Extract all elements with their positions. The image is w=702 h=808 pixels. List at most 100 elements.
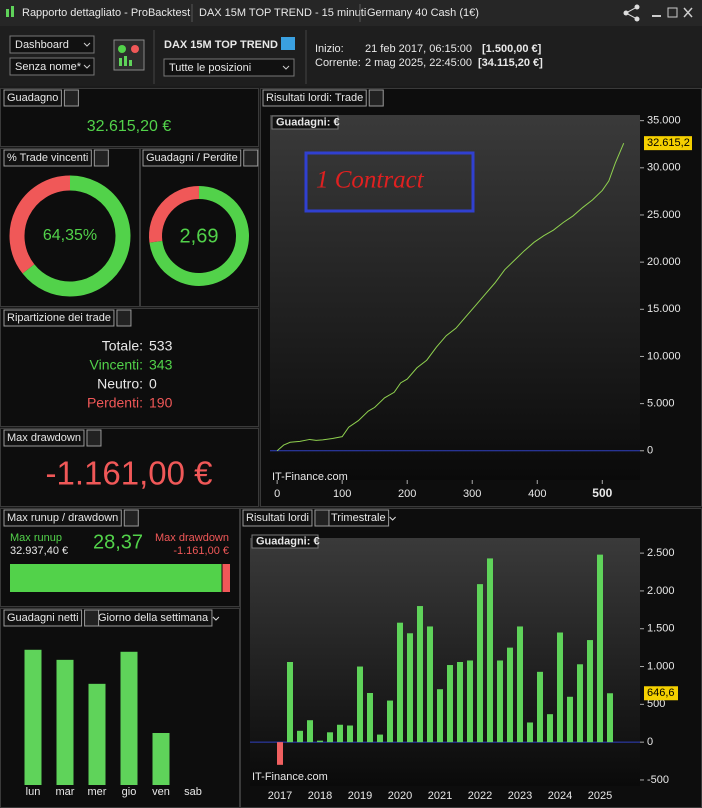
wrench-icon xyxy=(123,509,139,527)
panel-select[interactable]: Giorno della settimana xyxy=(98,612,209,624)
bar xyxy=(567,696,573,743)
chart-label: Guadagni: € xyxy=(256,535,320,547)
edit-icon[interactable] xyxy=(281,37,295,50)
row-label: Perdenti: xyxy=(87,395,143,411)
y-tick-label: 1.500 xyxy=(647,623,675,635)
x-tick-label: 0 xyxy=(274,488,280,500)
header-box xyxy=(3,89,62,107)
bar xyxy=(377,734,383,743)
y-tick-label: 2.000 xyxy=(647,585,675,597)
y-tick-label: 25.000 xyxy=(647,209,681,221)
x-tick-label: sab xyxy=(184,786,202,798)
y-tick-label: 15.000 xyxy=(647,303,681,315)
select[interactable]: Dashboard xyxy=(9,35,95,54)
y-tick-label: 500 xyxy=(647,698,665,710)
capital: [34.115,20 €] xyxy=(478,57,543,69)
runup-bar xyxy=(10,564,222,592)
y-tick-label: 0 xyxy=(647,736,653,748)
x-tick-label: 200 xyxy=(398,488,416,500)
tab-title[interactable]: DAX 15M TOP TREND - 15 minuti xyxy=(199,7,366,19)
bar xyxy=(357,666,363,743)
panel-select[interactable]: Trimestrale xyxy=(331,512,386,524)
y-tick-label: 2.500 xyxy=(647,547,675,559)
donut-segment xyxy=(149,186,249,286)
x-tick-label: 2018 xyxy=(308,790,332,802)
gain-value: 32.615,20 € xyxy=(87,118,172,135)
bar xyxy=(417,606,423,743)
chart-label: Guadagni: € xyxy=(276,116,340,128)
x-tick-label: mar xyxy=(56,786,75,798)
bar xyxy=(597,554,603,743)
close-button[interactable] xyxy=(683,7,693,18)
x-tick-label: 400 xyxy=(528,488,546,500)
wrench-icon xyxy=(116,309,132,327)
header-box xyxy=(3,429,85,447)
header-box xyxy=(242,509,313,527)
donut-segment xyxy=(149,186,200,243)
x-tick-label: lun xyxy=(26,786,41,798)
system-name: DAX 15M TOP TREND xyxy=(164,39,278,51)
date: 2 mag 2025, 22:45:00 xyxy=(365,57,472,69)
bar xyxy=(457,662,463,743)
bar xyxy=(367,693,373,743)
x-tick-label: mer xyxy=(88,786,107,798)
y-tick-label: -500 xyxy=(647,774,669,786)
x-tick-label: 100 xyxy=(333,488,351,500)
select-text: Tutte le posizioni xyxy=(169,62,251,74)
minimize-button[interactable] xyxy=(652,15,661,17)
label: Corrente: xyxy=(315,57,361,69)
tab-title[interactable]: Rapporto dettagliato - ProBacktest xyxy=(22,7,190,19)
bar xyxy=(507,647,513,743)
bar xyxy=(297,730,303,743)
wrench-icon xyxy=(243,149,259,167)
bar xyxy=(587,640,593,743)
tab-title[interactable]: Germany 40 Cash (1€) xyxy=(367,7,479,19)
row-label: Vincenti: xyxy=(90,357,143,373)
app-icon xyxy=(11,6,14,17)
x-tick-label: 2021 xyxy=(428,790,452,802)
runup-label: Max runup xyxy=(10,532,62,544)
header-box xyxy=(3,309,115,327)
label: Inizio: xyxy=(315,43,344,55)
plot-area xyxy=(250,538,640,786)
bar xyxy=(447,665,453,743)
x-tick-label: 2020 xyxy=(388,790,412,802)
bar xyxy=(607,693,613,743)
wrench-icon xyxy=(86,429,102,447)
header-box xyxy=(3,509,122,527)
panel-title: Max drawdown xyxy=(7,432,81,444)
wrench-icon xyxy=(63,89,79,107)
row-value: 0 xyxy=(149,376,157,392)
bar xyxy=(317,740,323,743)
value-label-box xyxy=(644,686,678,701)
x-tick-label: 2023 xyxy=(508,790,532,802)
bar xyxy=(347,725,353,743)
y-tick-label: 35.000 xyxy=(647,115,681,127)
capital: [1.500,00 €] xyxy=(482,43,542,55)
dashboard-icon[interactable] xyxy=(113,39,145,71)
maximize-button[interactable] xyxy=(667,7,678,18)
select[interactable]: Senza nome* xyxy=(9,57,95,76)
bar xyxy=(24,649,42,785)
donut-segment xyxy=(22,175,131,297)
max-drawdown-value: -1.161,00 € xyxy=(46,455,213,492)
panel xyxy=(0,308,259,427)
share-icon[interactable] xyxy=(623,4,640,22)
bar xyxy=(477,584,483,743)
x-tick-label: 300 xyxy=(463,488,481,500)
row-value: 343 xyxy=(149,357,173,373)
bar xyxy=(88,683,106,785)
select-text: Senza nome* xyxy=(15,61,82,73)
y-tick-label: 20.000 xyxy=(647,256,681,268)
value-label: 32.615,2 xyxy=(647,137,690,149)
bar xyxy=(467,660,473,743)
select[interactable]: Tutte le posizioni xyxy=(163,58,295,77)
bar xyxy=(577,664,583,743)
equity-line xyxy=(276,142,625,452)
title-bar xyxy=(0,0,702,26)
donut-label: 2,69 xyxy=(180,225,219,247)
bar xyxy=(427,626,433,743)
donut-label: 64,35% xyxy=(43,227,97,244)
plot-area xyxy=(270,115,640,480)
panel-title: Risultati lordi xyxy=(246,512,309,524)
